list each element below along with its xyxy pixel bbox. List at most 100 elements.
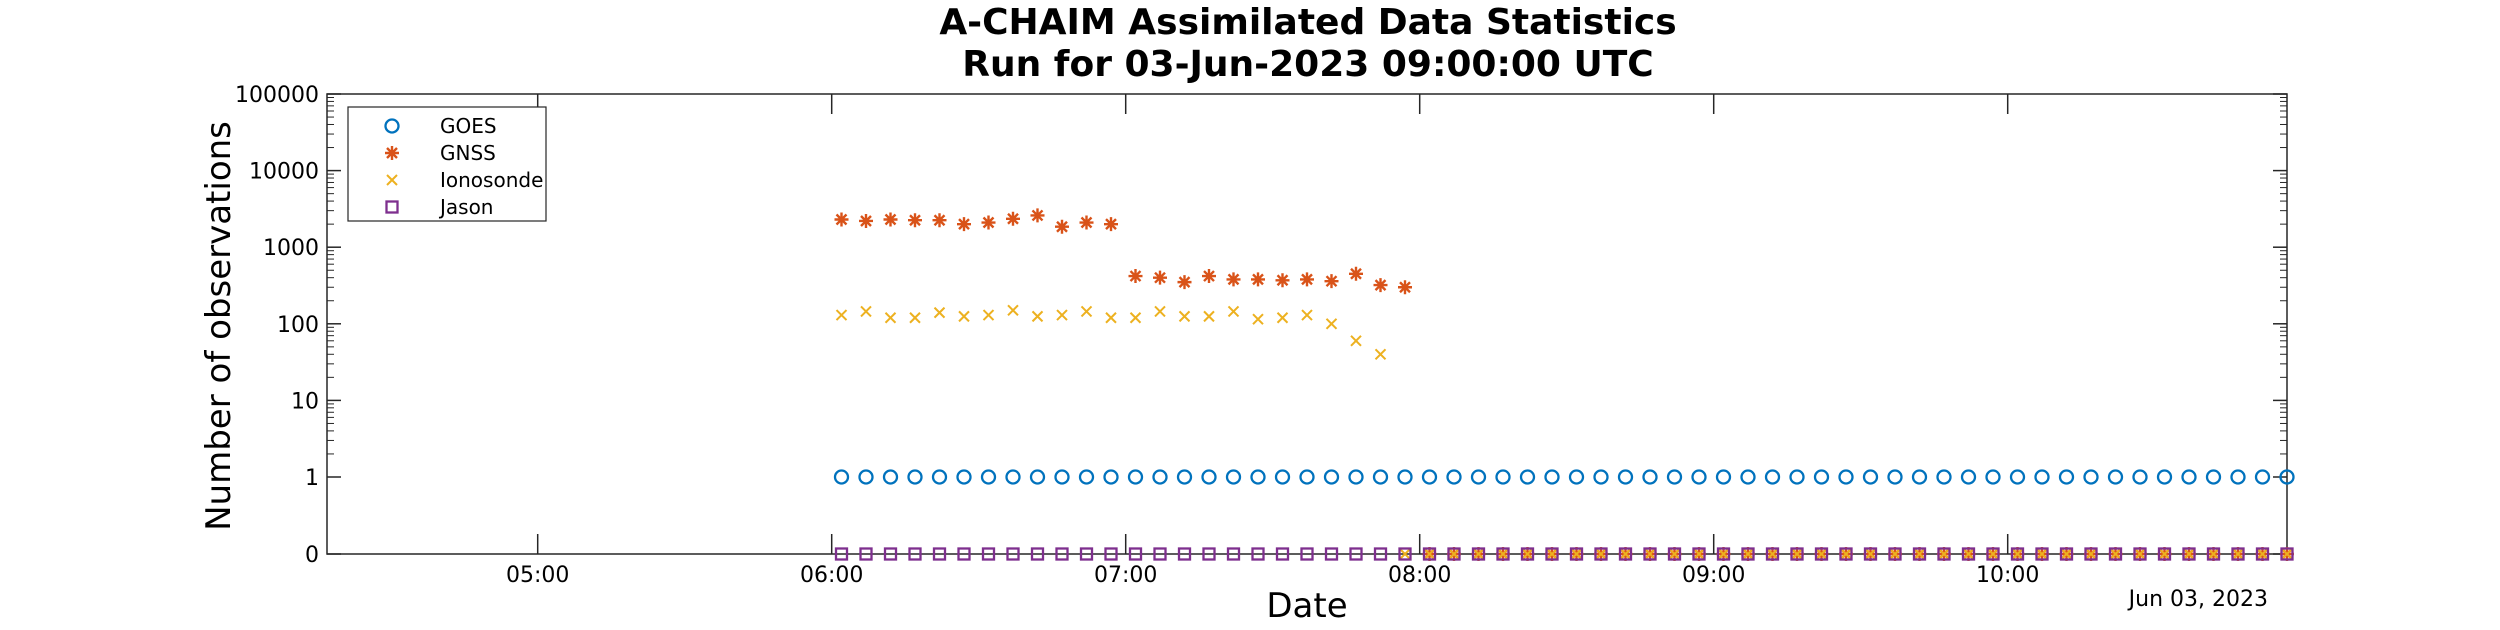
jason-point [1300,547,1314,561]
ionosonde-point [1472,548,1485,560]
ionosonde-point [2060,548,2073,560]
jason-point [957,547,971,561]
ionosonde-point [1105,312,1117,324]
legend: GOES GNSS Ionosonde Jason [347,106,547,222]
jason-point [932,547,947,561]
legend-box [347,106,547,222]
jason-point [1128,547,1143,561]
ionosonde-point [2109,548,2122,560]
ionosonde-point [1276,312,1289,324]
gnss-point [1153,270,1167,285]
ionosonde-point [1497,548,1509,560]
jason-point [2133,547,2147,561]
jason-point [1275,547,1290,561]
jason-point [1863,547,1878,561]
jason-point [1937,547,1951,561]
goes-point [1152,469,1168,485]
goes-point [2230,469,2246,485]
gnss-point [1055,219,1069,234]
goes-point [1985,469,2001,485]
goes-point [1029,469,1046,485]
jason-point [1251,547,1265,561]
ionosonde-point [1423,548,1436,560]
ionosonde-point [1668,548,1681,560]
jason-point [1692,547,1706,561]
x-tick-label: 09:00 [1682,563,1745,588]
goes-point [1936,469,1952,485]
goes-point [1617,469,1634,485]
jason-point [1741,547,1755,561]
goes-point [1740,469,1756,485]
jason-point [1961,547,1976,561]
goes-point [1764,469,1781,485]
jason-point [1912,547,1927,561]
ionosonde-point [1448,548,1460,560]
jason-point [1177,547,1192,561]
gnss-point [834,212,849,227]
legend-marker-gnss [385,146,399,160]
legend-label-goes: GOES [440,114,497,138]
jason-point [2231,547,2245,561]
x-tick-label: 08:00 [1388,563,1451,588]
x-axis-label: Date [1266,586,1347,625]
goes-point [858,469,874,485]
jason-point [1398,547,1412,561]
jason-point [2206,547,2221,561]
y-tick-label: 0 [305,543,319,568]
ionosonde-point [2232,548,2244,560]
gnss-point [957,217,971,232]
goes-point [1887,469,1903,485]
ionosonde-point [1889,548,1901,560]
jason-point [1667,547,1682,561]
legend-label-jason: Jason [438,195,494,219]
gnss-point [1177,275,1192,290]
jason-point [1790,547,1804,561]
ionosonde-point [1154,305,1166,318]
goes-point [2034,469,2050,485]
jason-point [1006,547,1020,561]
gnss-point [1300,272,1314,287]
ionosonde-point [2158,548,2171,560]
jason-point [1422,547,1437,561]
y-tick-label: 100 [277,313,319,338]
chart-title: A-CHAIM Assimilated Data Statistics [939,2,1676,43]
goes-point [1103,469,1119,485]
ionosonde-point [860,305,872,318]
gnss-point [1349,266,1363,281]
ionosonde-point [1007,304,1019,317]
goes-point [2132,469,2148,485]
ionosonde-point [1374,348,1387,360]
goes-point [1005,469,1021,485]
goes-point [2156,469,2173,485]
ionosonde-point [1913,548,1926,560]
ionosonde-point [1056,309,1068,321]
goes-point [2083,469,2099,485]
legend-label-ionosonde: Ionosonde [440,168,543,192]
goes-point [1176,469,1193,485]
gnss-point [883,212,898,227]
legend-marker-ionosonde [386,174,398,186]
ionosonde-point [1693,548,1705,560]
jason-point [2182,547,2196,561]
ionosonde-point [933,306,946,319]
goes-point [1446,469,1462,485]
axes-group: 0 1 10 100 1000 10000 100000 05:00 06:00 07:00 08:… [235,83,2287,588]
ionosonde-point [958,310,970,323]
goes-point [833,469,850,485]
ionosonde-point [1962,548,1975,560]
goes-point [956,469,972,485]
jason-point [1079,547,1094,561]
goes-point [1421,469,1438,485]
ionosonde-point [1031,310,1044,323]
jason-point [1765,547,1780,561]
jason-point [1716,547,1731,561]
goes-point [1666,469,1683,485]
jason-point [2035,547,2049,561]
ionosonde-point [1301,309,1313,321]
gnss-point [859,213,873,228]
ionosonde-point [1938,548,1950,560]
ionosonde-point [2256,548,2269,560]
goes-point [2009,469,2026,485]
ionosonde-point [1227,305,1240,318]
